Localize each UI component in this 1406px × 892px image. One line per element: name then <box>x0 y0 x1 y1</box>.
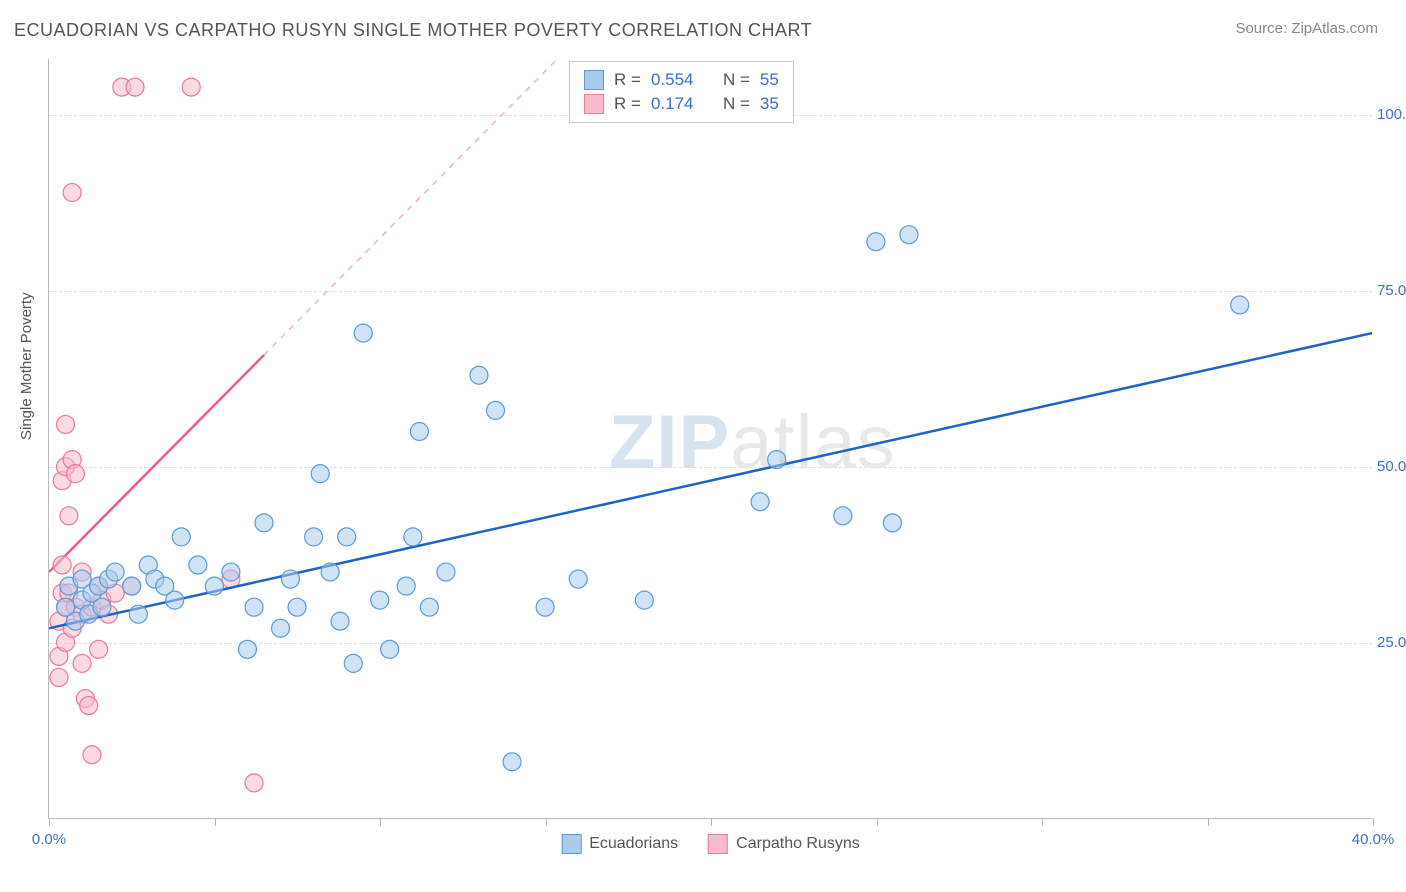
x-tick <box>380 818 381 826</box>
r-label: R = <box>614 70 641 90</box>
data-point <box>397 577 415 595</box>
x-tick <box>1208 818 1209 826</box>
r-value-carpatho: 0.174 <box>651 94 694 114</box>
correlation-stats-box: R = 0.554 N = 55 R = 0.174 N = 35 <box>569 61 794 123</box>
data-point <box>126 78 144 96</box>
data-point <box>272 619 290 637</box>
data-point <box>172 528 190 546</box>
n-label: N = <box>723 94 750 114</box>
data-point <box>123 577 141 595</box>
data-point <box>238 640 256 658</box>
data-point <box>93 598 111 616</box>
x-tick <box>546 818 547 826</box>
trend-line-dashed <box>264 59 557 355</box>
x-tick <box>49 818 50 826</box>
x-tick-label: 40.0% <box>1352 831 1395 848</box>
data-point <box>166 591 184 609</box>
data-point <box>90 640 108 658</box>
data-point <box>768 451 786 469</box>
chart-title: ECUADORIAN VS CARPATHO RUSYN SINGLE MOTH… <box>14 20 812 41</box>
data-point <box>50 668 68 686</box>
data-point <box>635 591 653 609</box>
data-point <box>245 774 263 792</box>
chart-plot-area: ZIPatlas R = 0.554 N = 55 R = 0.174 N = … <box>48 59 1372 819</box>
data-point <box>73 654 91 672</box>
x-tick <box>877 818 878 826</box>
stats-row: R = 0.554 N = 55 <box>584 68 779 92</box>
data-point <box>883 514 901 532</box>
data-point <box>60 507 78 525</box>
data-point <box>182 78 200 96</box>
data-point <box>281 570 299 588</box>
y-tick-label: 75.0% <box>1377 282 1406 299</box>
legend-label: Carpatho Rusyns <box>736 835 860 853</box>
source-label: Source: ZipAtlas.com <box>1235 20 1378 37</box>
data-point <box>106 563 124 581</box>
n-value-ecuadorians: 55 <box>760 70 779 90</box>
data-point <box>437 563 455 581</box>
data-point <box>66 465 84 483</box>
r-value-ecuadorians: 0.554 <box>651 70 694 90</box>
n-value-carpatho: 35 <box>760 94 779 114</box>
data-point <box>354 324 372 342</box>
stats-row: R = 0.174 N = 35 <box>584 92 779 116</box>
data-point <box>344 654 362 672</box>
x-tick <box>1042 818 1043 826</box>
data-point <box>536 598 554 616</box>
data-point <box>305 528 323 546</box>
data-point <box>80 697 98 715</box>
swatch-carpatho <box>584 94 604 114</box>
swatch-ecuadorians <box>561 834 581 854</box>
y-axis-title: Single Mother Poverty <box>18 292 35 440</box>
r-label: R = <box>614 94 641 114</box>
data-point <box>410 422 428 440</box>
data-point <box>331 612 349 630</box>
data-point <box>1231 296 1249 314</box>
scatter-svg <box>49 59 1372 818</box>
x-tick <box>215 818 216 826</box>
legend-label: Ecuadorians <box>589 835 678 853</box>
y-tick-label: 50.0% <box>1377 458 1406 475</box>
data-point <box>338 528 356 546</box>
x-tick-label: 0.0% <box>32 831 66 848</box>
data-point <box>503 753 521 771</box>
data-point <box>321 563 339 581</box>
trend-line <box>49 333 1372 628</box>
data-point <box>470 366 488 384</box>
swatch-carpatho <box>708 834 728 854</box>
data-point <box>129 605 147 623</box>
data-point <box>751 493 769 511</box>
data-point <box>404 528 422 546</box>
data-point <box>487 401 505 419</box>
legend-item-ecuadorians: Ecuadorians <box>561 834 678 854</box>
data-point <box>189 556 207 574</box>
data-point <box>569 570 587 588</box>
data-point <box>53 556 71 574</box>
legend-item-carpatho: Carpatho Rusyns <box>708 834 860 854</box>
data-point <box>288 598 306 616</box>
y-tick-label: 100.0% <box>1377 106 1406 123</box>
data-point <box>834 507 852 525</box>
data-point <box>205 577 223 595</box>
data-point <box>83 746 101 764</box>
x-tick <box>711 818 712 826</box>
y-tick-label: 25.0% <box>1377 634 1406 651</box>
data-point <box>222 563 240 581</box>
swatch-ecuadorians <box>584 70 604 90</box>
x-tick <box>1373 818 1374 826</box>
data-point <box>420 598 438 616</box>
data-point <box>245 598 263 616</box>
trend-line <box>49 355 264 572</box>
data-point <box>255 514 273 532</box>
data-point <box>381 640 399 658</box>
n-label: N = <box>723 70 750 90</box>
data-point <box>311 465 329 483</box>
data-point <box>371 591 389 609</box>
data-point <box>57 415 75 433</box>
data-point <box>63 184 81 202</box>
data-point <box>900 226 918 244</box>
data-point <box>867 233 885 251</box>
series-legend: Ecuadorians Carpatho Rusyns <box>561 834 860 854</box>
